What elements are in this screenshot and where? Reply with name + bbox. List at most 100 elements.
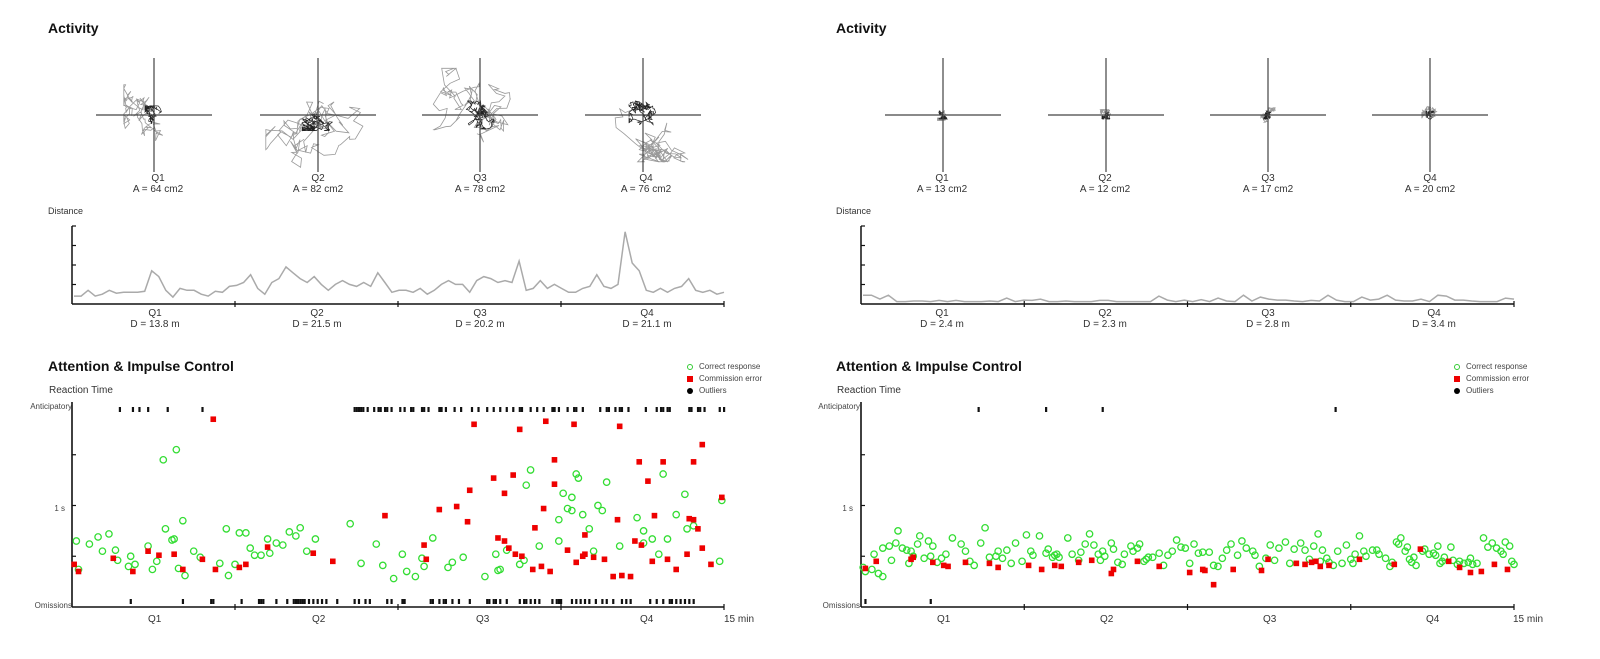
commission-error-point xyxy=(1391,561,1398,568)
correct-response-point xyxy=(1164,551,1172,560)
correct-response-point xyxy=(1205,548,1214,557)
anticipatory-outlier xyxy=(1101,407,1104,412)
anticipatory-outlier xyxy=(518,407,521,412)
anticipatory-outlier xyxy=(166,407,169,412)
ytick-anticipatory: Anticipatory xyxy=(818,402,860,411)
commission-error-point xyxy=(382,512,388,519)
q1-area: A = 13 cm2 xyxy=(916,184,968,195)
correct-response-point xyxy=(1362,552,1370,561)
omission-outlier xyxy=(488,599,491,604)
correct-response-point xyxy=(1238,537,1246,545)
omission-outlier xyxy=(579,599,582,604)
correct-response-point xyxy=(1194,549,1203,558)
commission-error-point xyxy=(1467,569,1474,576)
omission-outlier xyxy=(431,599,434,604)
correct-response-point xyxy=(1063,534,1072,542)
omission-outlier xyxy=(864,599,867,604)
anticipatory-outlier xyxy=(659,407,663,412)
legend-commission: Commission error xyxy=(1454,373,1529,385)
omission-outlier xyxy=(303,599,306,604)
track-path-core xyxy=(301,113,334,132)
commission-error-point xyxy=(551,457,558,463)
correct-response-point xyxy=(1468,560,1477,569)
anticipatory-outlier xyxy=(373,407,376,412)
commission-error-point xyxy=(582,551,588,558)
correct-response-point xyxy=(389,574,398,583)
anticipatory-outlier xyxy=(542,407,545,412)
correct-response-point xyxy=(1109,545,1118,553)
anticipatory-outlier xyxy=(553,407,556,412)
commission-error-point xyxy=(466,487,473,494)
omission-outlier xyxy=(649,599,652,604)
anticipatory-outlier xyxy=(599,407,602,412)
distance-ylabel: Distance xyxy=(836,206,872,216)
omission-outlier xyxy=(525,599,528,604)
correct-response-point xyxy=(222,524,231,533)
omission-outlier xyxy=(570,599,574,604)
commission-error-point xyxy=(945,563,951,570)
commission-error-point xyxy=(1038,566,1045,573)
correct-response-point xyxy=(357,559,365,568)
correct-response-point xyxy=(1155,549,1164,558)
correct-response-point xyxy=(346,519,355,528)
commission-error-point xyxy=(1308,559,1315,566)
correct-response-point xyxy=(1022,531,1031,539)
anticipatory-outlier xyxy=(355,407,358,412)
q4-label: Q4 xyxy=(640,308,654,319)
correct-response-point xyxy=(554,515,563,524)
commission-error-point xyxy=(551,481,558,487)
correct-response-point xyxy=(894,527,902,535)
commission-error-point xyxy=(330,558,336,565)
q4-label: Q4 xyxy=(1427,308,1441,319)
correct-response-point xyxy=(246,544,255,552)
correct-response-point xyxy=(1338,559,1346,568)
correct-response-point xyxy=(148,565,157,574)
commission-error-point xyxy=(1313,558,1319,565)
omission-outlier xyxy=(588,599,591,604)
dot-icon xyxy=(1454,388,1460,394)
omission-outlier xyxy=(594,599,597,604)
right-chart-svg xyxy=(859,58,1518,610)
omission-outlier xyxy=(297,599,300,604)
correct-response-point xyxy=(215,559,224,568)
correct-response-point xyxy=(1242,544,1251,552)
correct-response-point xyxy=(1410,553,1418,562)
correct-response-point xyxy=(942,550,950,559)
q1-label: Q1 xyxy=(148,308,162,319)
commission-error-point xyxy=(719,494,725,501)
correct-response-point xyxy=(598,506,607,515)
ytick-1s: 1 s xyxy=(54,504,65,513)
correct-response-point xyxy=(263,535,272,543)
commission-error-point xyxy=(540,505,547,512)
correct-response-point xyxy=(1403,543,1412,551)
omission-outlier xyxy=(486,599,489,604)
track-q4 xyxy=(1372,58,1488,172)
correct-response-point xyxy=(878,544,887,552)
correct-response-point xyxy=(1035,532,1044,540)
commission-error-point xyxy=(1293,560,1300,567)
commission-error-point xyxy=(616,423,623,430)
commission-error-point xyxy=(501,490,508,497)
commission-error-point xyxy=(614,516,621,523)
correct-response-point xyxy=(448,558,457,567)
correct-response-point xyxy=(1085,530,1094,538)
correct-response-point xyxy=(689,521,698,530)
ytick-omissions: Omissions xyxy=(822,601,860,610)
legend: Correct response Commission error Outlie… xyxy=(1454,361,1529,397)
xtick-q1: Q1 xyxy=(937,614,951,625)
commission-error-point xyxy=(471,421,477,428)
correct-response-point xyxy=(568,506,576,515)
correct-response-point xyxy=(1029,551,1037,560)
track-q2 xyxy=(260,58,376,172)
correct-response-point xyxy=(1460,559,1468,568)
correct-response-point xyxy=(496,565,504,574)
omission-outlier xyxy=(294,599,298,604)
correct-response-point xyxy=(1433,542,1442,550)
commission-error-point xyxy=(564,547,571,553)
commission-error-point xyxy=(519,553,525,560)
commission-error-point xyxy=(1258,567,1265,574)
commission-error-point xyxy=(180,566,186,573)
commission-error-point xyxy=(1088,557,1095,564)
track-path-light xyxy=(123,84,164,141)
commission-error-point xyxy=(423,556,430,563)
